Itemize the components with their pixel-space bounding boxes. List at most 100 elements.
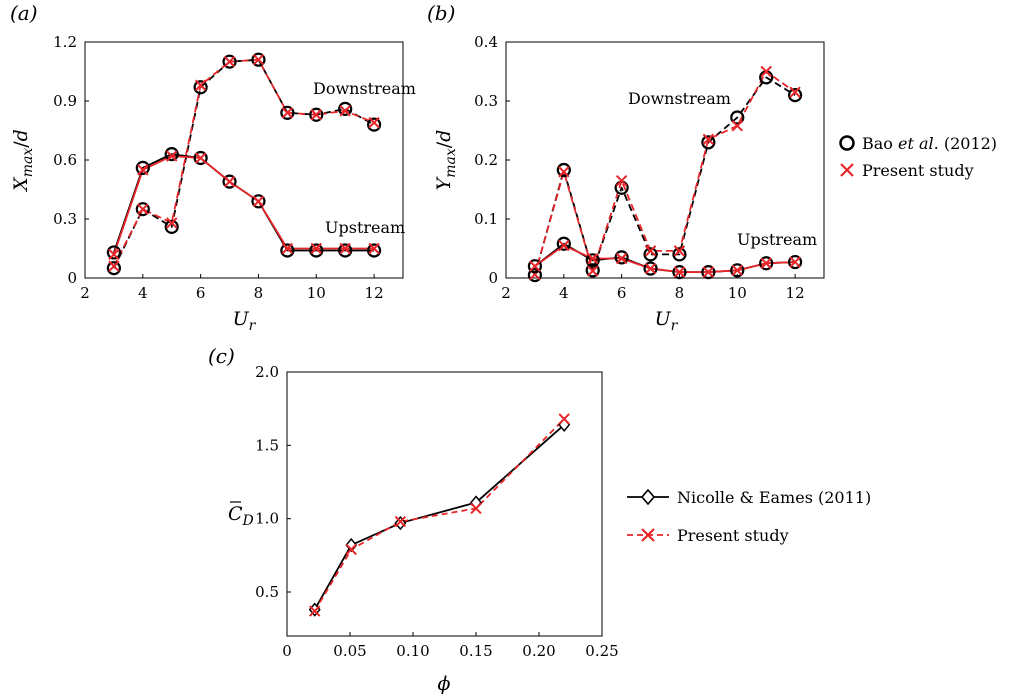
downstream-line-present xyxy=(113,58,375,267)
x-tick-label: 8 xyxy=(254,284,264,302)
circle-marker xyxy=(672,247,687,262)
y-tick-label: 0.5 xyxy=(255,583,279,601)
cross-marker xyxy=(615,252,628,265)
downstream-line-reference xyxy=(113,58,375,269)
x-tick-label: 0 xyxy=(282,642,292,660)
circle-marker xyxy=(701,265,716,280)
y-tick-label: 0.9 xyxy=(53,92,77,110)
circle-marker xyxy=(251,52,266,67)
circle-marker xyxy=(222,174,237,189)
cross-marker xyxy=(166,217,178,229)
circle-marker xyxy=(338,101,353,116)
y-tick-label: 0 xyxy=(67,269,77,287)
cross-marker xyxy=(789,256,801,268)
x-tick-label: 0.05 xyxy=(333,642,366,660)
y-tick-label: 0.2 xyxy=(474,151,498,169)
circle-marker xyxy=(585,263,600,278)
circle-marker xyxy=(366,243,382,258)
y-tick-label: 0.4 xyxy=(474,33,498,51)
panel-c-label: (c) xyxy=(208,344,235,368)
cross-marker xyxy=(470,502,482,515)
cross-marker xyxy=(760,257,772,269)
legend-c: Nicolle & Eames (2011) Present study xyxy=(627,488,871,545)
cross-marker xyxy=(339,242,351,255)
cross-marker xyxy=(108,248,120,261)
cross-marker xyxy=(252,53,265,66)
legend-ab: Bao et al. (2012) Present study xyxy=(839,134,997,180)
legend-ab-item1: Bao et al. (2012) xyxy=(862,134,997,153)
circle-marker xyxy=(106,245,122,260)
x-tick-label: 2 xyxy=(501,284,511,302)
circle-marker xyxy=(366,117,382,132)
y-tick-label: 0 xyxy=(488,269,498,287)
x-tick-label: 6 xyxy=(196,284,206,302)
panel-b-ticks: 2 4 6 8 10 12 0 0.1 0.2 0.3 0.4 xyxy=(474,33,804,302)
cross-marker xyxy=(345,543,357,556)
cross-marker xyxy=(673,245,686,257)
x-tick-label: 0.15 xyxy=(459,642,492,660)
upstream-line-present xyxy=(534,244,796,274)
circle-marker xyxy=(527,267,543,283)
y-tick-label: 1.0 xyxy=(255,510,279,528)
panel-c-ylabel: CD xyxy=(228,503,254,529)
panel-a-ylabel: Xmax/d xyxy=(10,129,36,193)
y-tick-label: 0.1 xyxy=(474,210,498,228)
cross-marker xyxy=(223,175,236,188)
circle-marker xyxy=(759,256,774,271)
panel-c-frame xyxy=(286,371,603,637)
cross-marker xyxy=(368,242,380,255)
circle-marker xyxy=(309,243,324,258)
x-tick-label: 8 xyxy=(675,284,685,302)
cross-marker xyxy=(310,242,322,255)
cross-marker xyxy=(760,65,772,78)
nicolle-eames-line xyxy=(313,424,565,611)
circle-marker xyxy=(222,54,237,69)
y-tick-label: 1.2 xyxy=(53,33,77,51)
circle-marker xyxy=(193,80,208,95)
cross-marker xyxy=(194,152,207,164)
x-tick-label: 0.10 xyxy=(396,642,429,660)
cross-marker xyxy=(166,150,178,162)
downstream-line-reference xyxy=(534,76,796,276)
legend-c-cross-icon xyxy=(641,528,655,542)
circle-marker xyxy=(556,236,571,251)
y-tick-label: 1.5 xyxy=(255,436,279,454)
cross-marker xyxy=(644,262,657,275)
circle-marker xyxy=(730,110,745,125)
cross-marker xyxy=(137,203,149,215)
circle-marker xyxy=(787,87,803,103)
panel-b-lines xyxy=(534,70,796,276)
circle-marker xyxy=(614,250,629,265)
cross-marker xyxy=(368,116,380,129)
cross-marker xyxy=(558,239,570,252)
cross-marker xyxy=(558,166,570,178)
panel-c-markers xyxy=(308,413,571,617)
circle-marker xyxy=(585,253,600,268)
circle-marker xyxy=(164,219,179,234)
legend-ab-cross-icon xyxy=(840,163,854,177)
panel-c-xlabel: ϕ xyxy=(438,673,451,695)
circle-marker xyxy=(730,263,745,278)
panel-b-xlabel: Ur xyxy=(655,308,679,334)
circle-marker xyxy=(280,105,295,120)
circle-marker xyxy=(527,259,543,274)
circle-marker xyxy=(164,147,179,162)
panel-a: (a) 2 4 6 8 10 12 0 0.3 0.6 0.9 1.2 Downstream Ups… xyxy=(10,1,416,334)
legend-c-item1: Nicolle & Eames (2011) xyxy=(677,488,871,507)
cross-marker xyxy=(731,120,743,132)
panel-c-lines xyxy=(313,418,565,612)
panel-b-ylabel: Ymax/d xyxy=(433,130,459,191)
x-tick-label: 12 xyxy=(786,284,805,302)
circle-marker xyxy=(701,135,716,150)
circle-marker xyxy=(309,107,324,122)
cross-marker xyxy=(789,86,801,98)
cross-marker xyxy=(309,605,321,617)
legend-c-diamond-icon xyxy=(640,488,656,506)
circle-marker xyxy=(643,261,658,276)
cross-marker xyxy=(702,133,715,146)
circle-marker xyxy=(193,150,208,166)
panel-a-ticks: 2 4 6 8 10 12 0 0.3 0.6 0.9 1.2 xyxy=(53,33,383,302)
cross-marker xyxy=(281,242,294,255)
panel-b-upstream-annotation: Upstream xyxy=(737,230,817,249)
x-tick-label: 4 xyxy=(138,284,148,302)
